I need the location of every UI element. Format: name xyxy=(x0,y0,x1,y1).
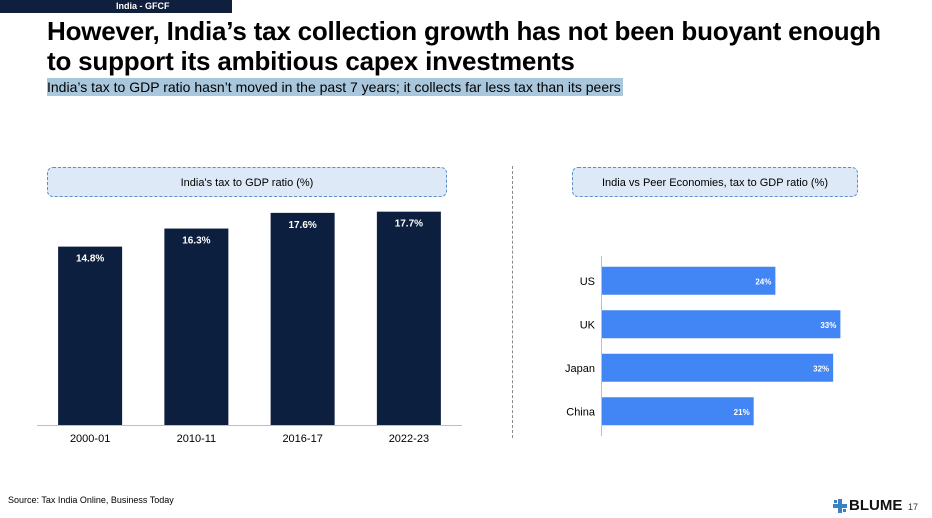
x-tick-2022-23: 2022-23 xyxy=(389,433,429,445)
x-tick-2000-01: 2000-01 xyxy=(70,433,110,445)
chart-divider xyxy=(512,166,513,438)
page-title: However, India’s tax collection growth h… xyxy=(47,16,881,76)
page-subtitle: India’s tax to GDP ratio hasn’t moved in… xyxy=(47,78,623,96)
bar-label-UK: 33% xyxy=(820,321,836,330)
y-tick-US: US xyxy=(580,276,595,288)
left-chart-title: India's tax to GDP ratio (%) xyxy=(47,167,447,197)
bar-label-Japan: 32% xyxy=(813,364,829,373)
bar-label-2010-11: 16.3% xyxy=(182,236,210,247)
bar-label-2022-23: 17.7% xyxy=(395,219,423,230)
bar-label-2016-17: 17.6% xyxy=(288,220,316,231)
blume-logo-icon xyxy=(833,498,847,513)
bar-US xyxy=(602,266,776,295)
bar-label-China: 21% xyxy=(734,408,750,417)
bar-label-2000-01: 14.8% xyxy=(76,254,104,265)
blume-logo: BLUME xyxy=(833,497,902,514)
bar-2000-01 xyxy=(58,246,123,425)
bar-UK xyxy=(602,310,841,339)
page-number: 17 xyxy=(908,502,919,512)
bar-Japan xyxy=(602,353,834,382)
brand-name: BLUME xyxy=(849,497,903,514)
y-tick-Japan: Japan xyxy=(565,363,595,375)
y-tick-UK: UK xyxy=(580,319,596,331)
bar-China xyxy=(602,397,754,426)
source-note: Source: Tax India Online, Business Today xyxy=(8,495,174,505)
section-tag: India - GFCF xyxy=(0,0,232,13)
right-chart-title: India vs Peer Economies, tax to GDP rati… xyxy=(572,167,858,197)
india-tax-bar-chart: 14.8% 2000-01 16.3% 2010-11 17.6% 2016-17 17.7… xyxy=(37,211,462,445)
peer-economies-bar-chart: 24% US 33% UK 32% Japan 21% China xyxy=(565,256,841,436)
bar-2022-23 xyxy=(376,211,441,425)
y-tick-China: China xyxy=(566,406,596,418)
bar-label-US: 24% xyxy=(755,277,771,286)
x-tick-2010-11: 2010-11 xyxy=(177,433,217,445)
bar-2010-11 xyxy=(164,228,229,425)
x-tick-2016-17: 2016-17 xyxy=(282,433,322,445)
bar-2016-17 xyxy=(270,212,335,425)
